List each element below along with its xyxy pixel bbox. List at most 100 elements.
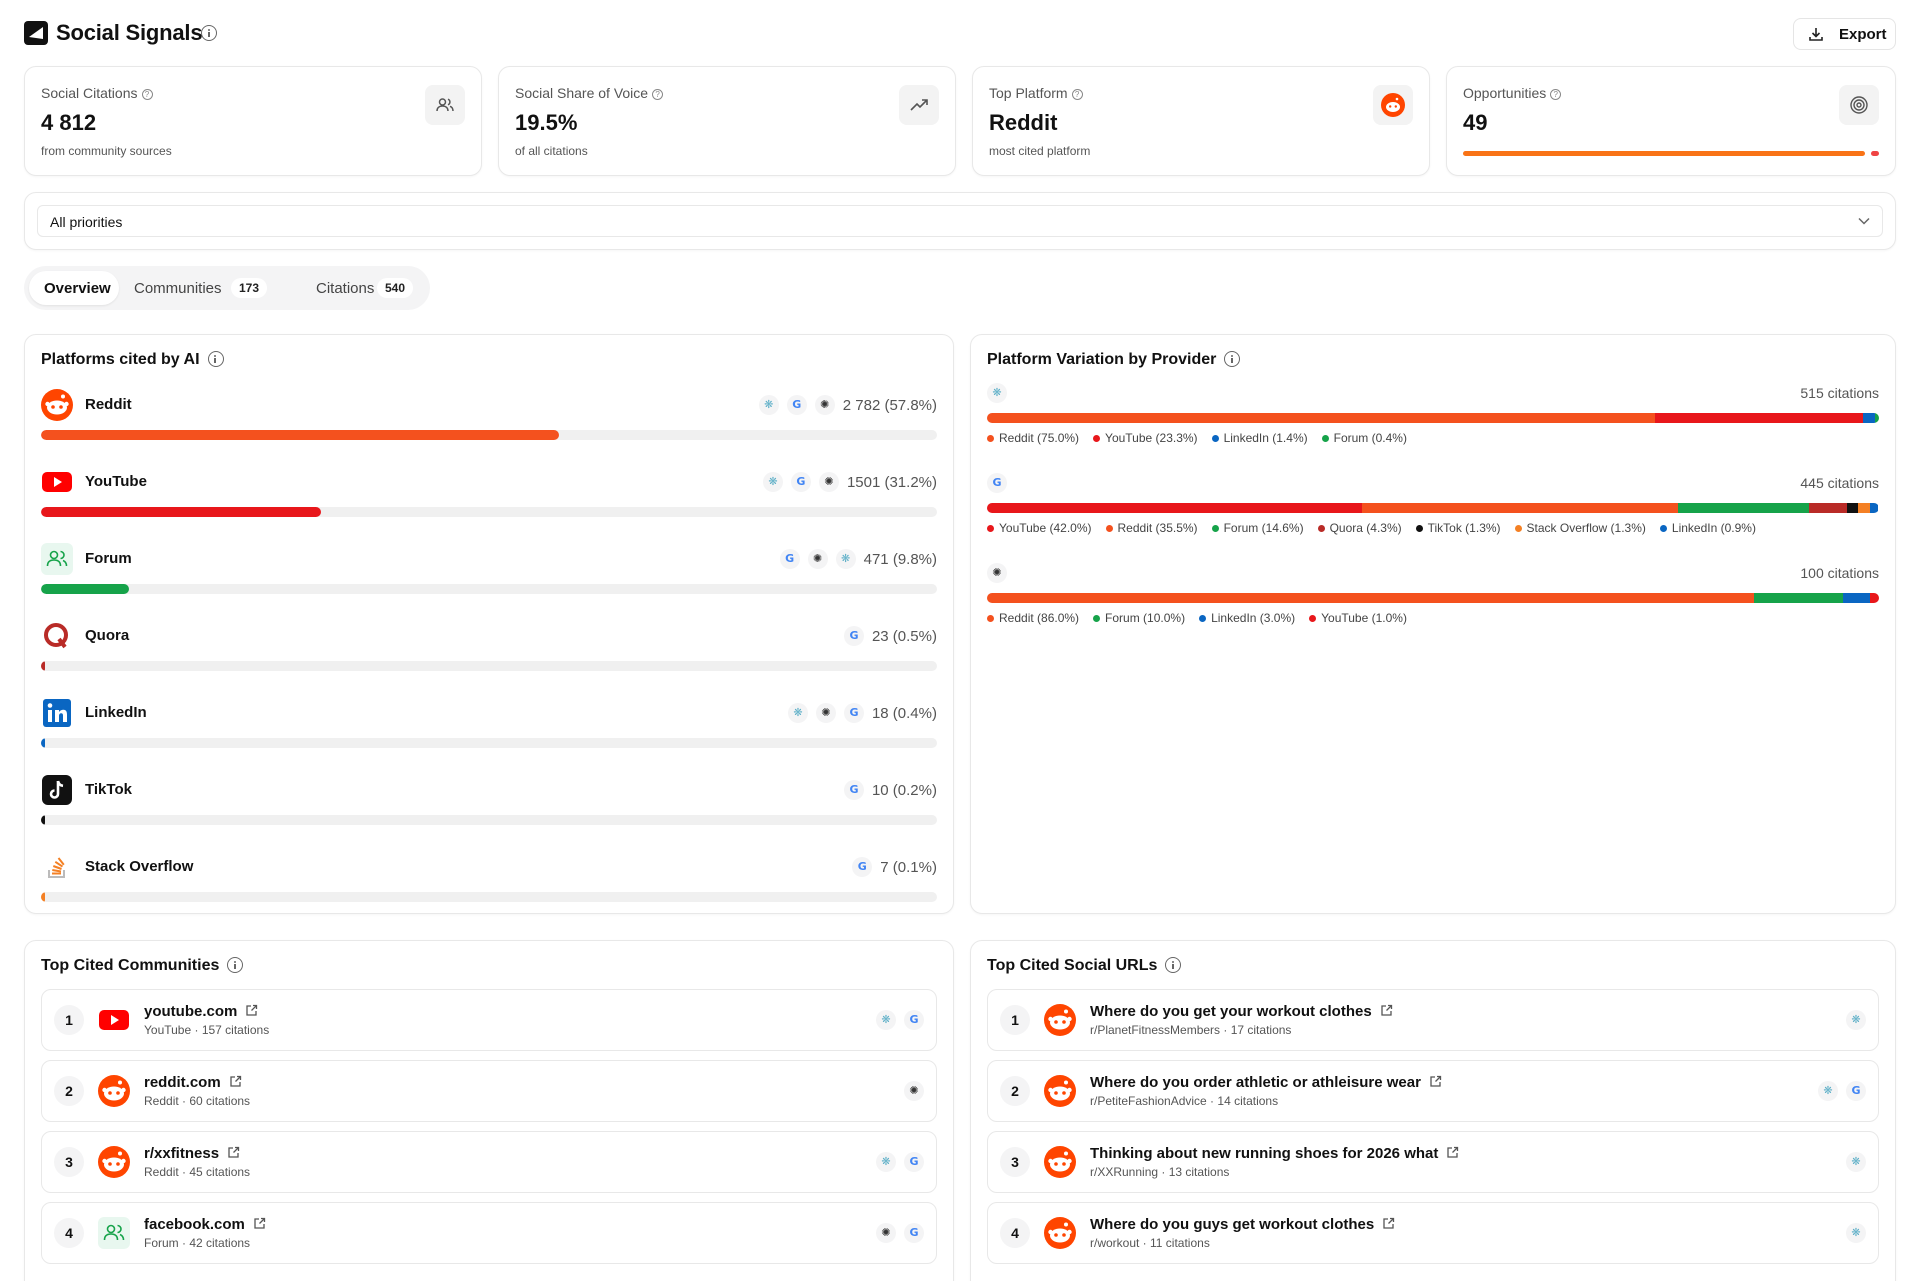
kpi-social-citations: Social Citations? 4 812 from community s… bbox=[24, 66, 482, 176]
platform-row[interactable]: TikTok G 10 (0.2%) bbox=[41, 774, 937, 844]
stacked-bar-segment bbox=[1361, 503, 1679, 513]
item-title-link[interactable]: Where do you order athletic or athleisur… bbox=[1090, 1074, 1442, 1091]
legend-item: LinkedIn (1.4%) bbox=[1211, 431, 1308, 445]
list-item[interactable]: 2 reddit.com Reddit · 60 citations ✺ bbox=[41, 1060, 937, 1122]
platform-row[interactable]: Reddit ❋ G ✺ 2 782 (57.8%) bbox=[41, 389, 937, 459]
legend-dot bbox=[1317, 525, 1325, 532]
platform-row[interactable]: LinkedIn ❋ ✺ G 18 (0.4%) bbox=[41, 697, 937, 767]
perplexity-icon: ❋ bbox=[835, 549, 856, 569]
list-item[interactable]: 3 r/xxfitness Reddit · 45 citations ❋ G bbox=[41, 1131, 937, 1193]
legend-item: Forum (10.0%) bbox=[1093, 611, 1185, 625]
list-item[interactable]: 4 facebook.com Forum · 42 citations ✺ G bbox=[41, 1202, 937, 1264]
panel-title: Platform Variation by Provider bbox=[987, 351, 1217, 368]
openai-icon: ✺ bbox=[876, 1223, 896, 1243]
legend-dot bbox=[1093, 435, 1101, 442]
stacked-bar-segment bbox=[1870, 593, 1879, 603]
platform-bar-fill bbox=[41, 584, 129, 594]
panel-title: Platforms cited by AI bbox=[41, 351, 200, 368]
legend-item: Reddit (35.5%) bbox=[1105, 521, 1198, 535]
external-link-icon[interactable] bbox=[1429, 1075, 1442, 1088]
external-link-icon[interactable] bbox=[1380, 1004, 1393, 1017]
stacked-bar-segment bbox=[1678, 503, 1809, 513]
list-item[interactable]: 1 youtube.com YouTube · 157 citations ❋ G bbox=[41, 989, 937, 1051]
tab-label: Citations bbox=[316, 280, 375, 297]
external-link-icon[interactable] bbox=[227, 1146, 240, 1159]
external-link-icon[interactable] bbox=[245, 1004, 258, 1017]
legend-label: Reddit (75.0%) bbox=[999, 431, 1080, 445]
kpi-value: 49 bbox=[1463, 110, 1488, 135]
info-icon[interactable] bbox=[1165, 957, 1182, 973]
tab-citations[interactable]: Citations 540 bbox=[300, 271, 425, 305]
filter-bar: All priorities bbox=[24, 192, 1896, 250]
legend-item: Forum (14.6%) bbox=[1211, 521, 1304, 535]
provider-stacked-bar bbox=[987, 593, 1879, 603]
item-title-link[interactable]: Thinking about new running shoes for 202… bbox=[1090, 1145, 1459, 1162]
item-title: Where do you get your workout clothes bbox=[1090, 1003, 1372, 1020]
stacked-bar-segment bbox=[987, 503, 1362, 513]
help-icon[interactable]: ? bbox=[652, 89, 664, 100]
platform-name: YouTube bbox=[85, 473, 147, 490]
legend-dot bbox=[1659, 525, 1667, 532]
stacked-bar-segment bbox=[987, 413, 1656, 423]
export-button[interactable]: Export bbox=[1793, 18, 1896, 50]
platform-row[interactable]: Quora G 23 (0.5%) bbox=[41, 620, 937, 690]
progress-fill bbox=[1463, 151, 1865, 156]
tab-communities[interactable]: Communities 173 bbox=[123, 271, 293, 305]
info-icon[interactable] bbox=[207, 351, 224, 367]
users-icon bbox=[425, 85, 465, 125]
priority-select[interactable]: All priorities bbox=[37, 205, 1883, 237]
item-title-link[interactable]: Where do you get your workout clothes bbox=[1090, 1003, 1393, 1020]
download-icon bbox=[1809, 28, 1823, 41]
platform-row[interactable]: Stack Overflow G 7 (0.1%) bbox=[41, 851, 937, 921]
external-link-icon[interactable] bbox=[253, 1217, 266, 1230]
list-item[interactable]: 4 Where do you guys get workout clothes r/… bbox=[987, 1202, 1879, 1264]
tab-overview[interactable]: Overview bbox=[29, 271, 119, 305]
info-icon[interactable] bbox=[1224, 351, 1241, 367]
external-link-icon[interactable] bbox=[1446, 1146, 1459, 1159]
list-item[interactable]: 2 Where do you order athletic or athleisu… bbox=[987, 1060, 1879, 1122]
quora-logo-icon bbox=[41, 620, 73, 652]
help-icon[interactable]: ? bbox=[1550, 89, 1562, 100]
info-icon[interactable] bbox=[227, 957, 244, 973]
help-icon[interactable]: ? bbox=[141, 89, 153, 100]
legend-label: YouTube (23.3%) bbox=[1105, 431, 1198, 445]
youtube-logo-icon bbox=[41, 466, 73, 498]
item-subtitle: YouTube · 157 citations bbox=[144, 1023, 270, 1037]
legend-label: LinkedIn (3.0%) bbox=[1211, 611, 1296, 625]
item-title-link[interactable]: facebook.com bbox=[144, 1216, 266, 1233]
item-title-link[interactable]: reddit.com bbox=[144, 1074, 242, 1091]
rank-badge: 4 bbox=[54, 1218, 84, 1248]
platform-row[interactable]: YouTube ❋ G ✺ 1501 (31.2%) bbox=[41, 466, 937, 536]
platform-name: Forum bbox=[85, 550, 132, 567]
provider-legend: Reddit (75.0%) YouTube (23.3%) LinkedIn (1… bbox=[987, 431, 1407, 445]
item-title-link[interactable]: r/xxfitness bbox=[144, 1145, 240, 1162]
platform-value: 10 (0.2%) bbox=[871, 781, 937, 799]
item-title: Where do you order athletic or athleisur… bbox=[1090, 1074, 1421, 1091]
item-title-link[interactable]: youtube.com bbox=[144, 1003, 258, 1020]
panel-title: Top Cited Social URLs bbox=[987, 957, 1158, 974]
legend-dot bbox=[1321, 435, 1329, 442]
platform-name: TikTok bbox=[85, 781, 132, 798]
linkedin-logo-icon bbox=[41, 697, 73, 729]
legend-label: Reddit (35.5%) bbox=[1117, 521, 1198, 535]
stacked-bar-segment bbox=[1858, 503, 1871, 513]
legend-item: Reddit (75.0%) bbox=[987, 431, 1079, 445]
platform-bar-fill bbox=[41, 815, 45, 825]
list-item[interactable]: 3 Thinking about new running shoes for 20… bbox=[987, 1131, 1879, 1193]
legend-dot bbox=[1105, 525, 1113, 532]
platform-row[interactable]: Forum G ✺ ❋ 471 (9.8%) bbox=[41, 543, 937, 613]
external-link-icon[interactable] bbox=[229, 1075, 242, 1088]
kpi-share-of-voice: Social Share of Voice? 19.5% of all cita… bbox=[498, 66, 956, 176]
stacked-bar-segment bbox=[1862, 413, 1876, 423]
platform-value: 7 (0.1%) bbox=[880, 858, 937, 876]
kpi-label: Opportunities bbox=[1463, 85, 1547, 101]
item-title-link[interactable]: Where do you guys get workout clothes bbox=[1090, 1216, 1395, 1233]
help-icon[interactable]: ? bbox=[1071, 89, 1083, 100]
stacked-bar-segment bbox=[1843, 593, 1871, 603]
list-item[interactable]: 1 Where do you get your workout clothes r/… bbox=[987, 989, 1879, 1051]
info-icon[interactable] bbox=[201, 25, 217, 41]
item-subtitle: Forum · 42 citations bbox=[144, 1236, 251, 1250]
platform-bar-track bbox=[41, 738, 937, 748]
external-link-icon[interactable] bbox=[1382, 1217, 1395, 1230]
platform-bar-track bbox=[41, 892, 937, 902]
